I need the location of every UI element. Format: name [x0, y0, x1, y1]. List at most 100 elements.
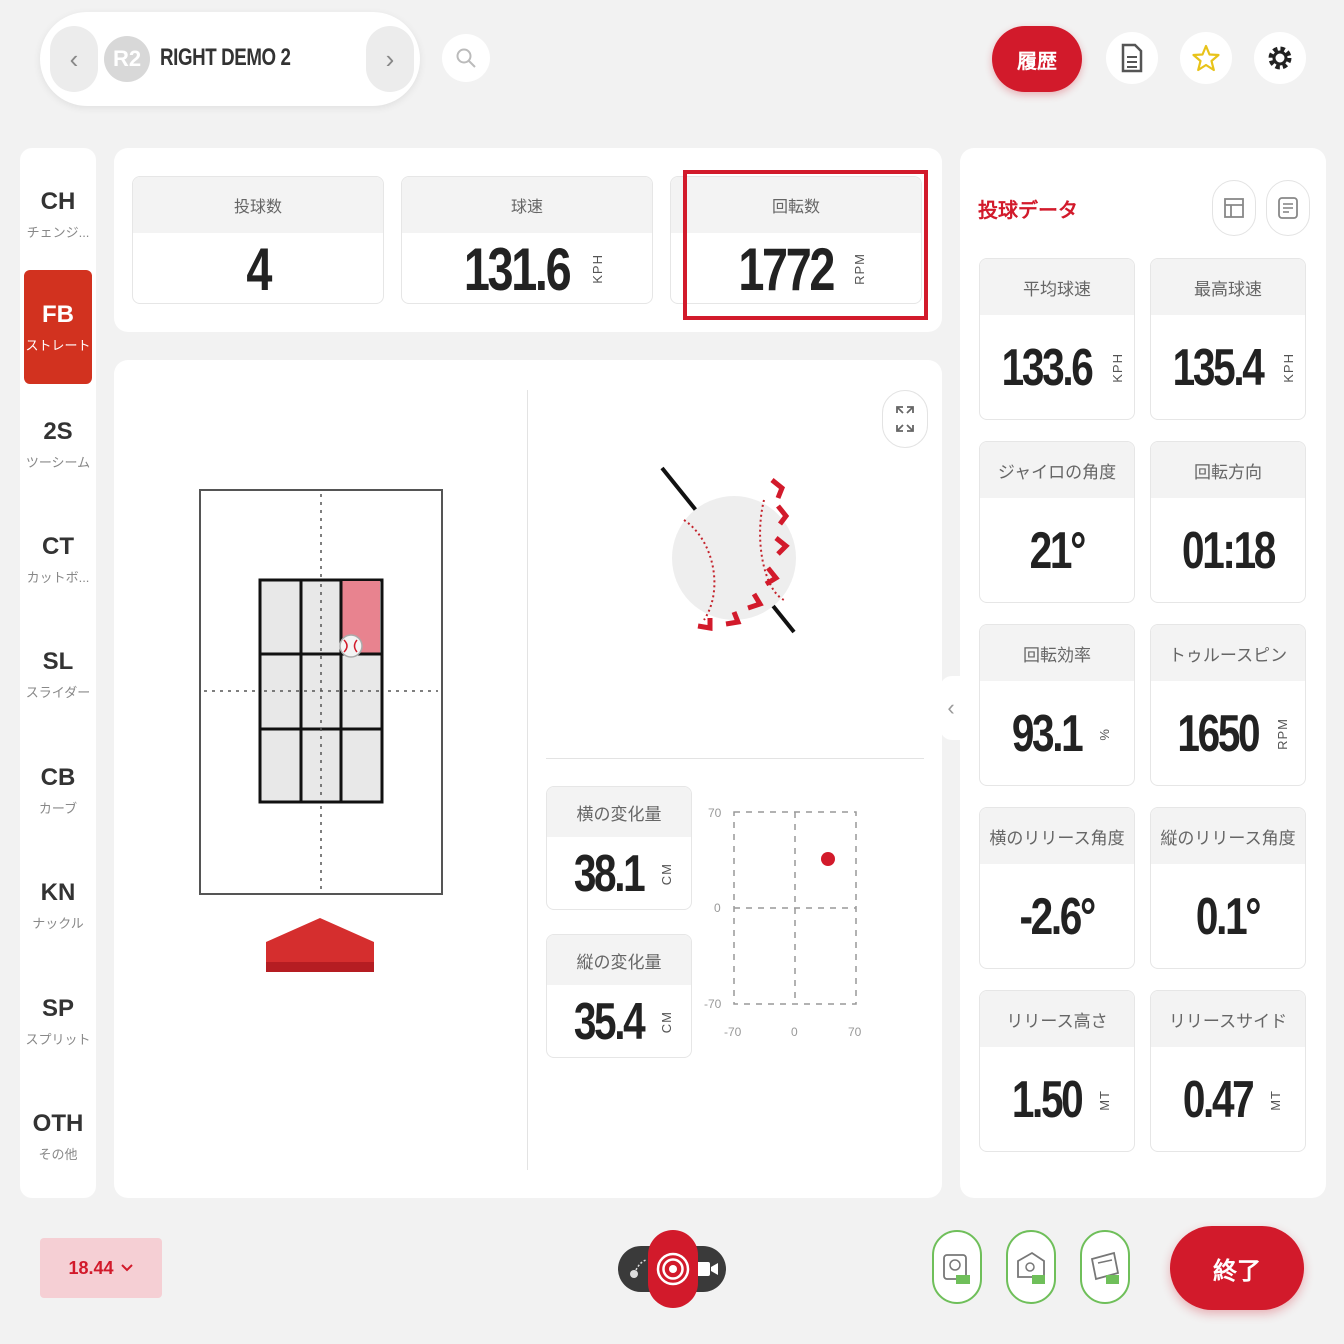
metric-label: 回転効率 — [980, 625, 1134, 681]
panel-divider — [527, 390, 528, 1170]
favorite-button[interactable] — [1180, 32, 1232, 84]
camera-2-status[interactable] — [1006, 1230, 1056, 1304]
metric-value: -2.6° — [1019, 888, 1097, 946]
stat-value: 35.4 — [573, 993, 646, 1051]
home-plate — [266, 918, 374, 972]
camera-device-icon — [1017, 1251, 1045, 1284]
stat-label: 投球数 — [133, 177, 383, 233]
pitch-name: スライダー — [25, 684, 91, 700]
pitch-code: FB — [42, 300, 74, 328]
summary-stats: 投球数 4 球速 131.6 KPH 回転数 1772 RPM — [114, 148, 942, 332]
metric-release-height: リリース高さ 1.50 MT — [979, 990, 1135, 1152]
stat-value: 131.6 — [463, 235, 572, 303]
list-view-button[interactable] — [1266, 180, 1310, 236]
movement-plot: 70 0 -70 -70 0 70 — [704, 806, 862, 1039]
metric-value: 21° — [1029, 522, 1087, 580]
pitch-data-panel: 投球データ 平均球速 133.6 KPH 最高球速 135.4 KPH ジャイロの角度 2… — [960, 148, 1326, 1198]
report-button[interactable] — [1106, 32, 1158, 84]
pitch-type-oth[interactable]: OTH その他 — [24, 1080, 92, 1192]
metric-label: 横のリリース角度 — [980, 808, 1134, 864]
vertical-break-card: 縦の変化量 35.4 CM — [546, 934, 692, 1058]
pitch-name: カットボ... — [26, 569, 90, 585]
chevron-right-icon: › — [385, 43, 395, 74]
camera-device-icon — [943, 1254, 970, 1284]
pitch-type-cb[interactable]: CB カーブ — [24, 734, 92, 846]
pitch-code: 2S — [43, 417, 73, 445]
chevron-down-icon — [120, 1264, 133, 1272]
gear-icon — [1268, 46, 1292, 70]
strike-zone — [199, 489, 443, 895]
metric-value: 1.50 — [1011, 1071, 1084, 1129]
pitch-name: ストレート — [25, 337, 91, 353]
metric-max-velocity: 最高球速 135.4 KPH — [1150, 258, 1306, 420]
pitch-type-sl[interactable]: SL スライダー — [24, 618, 92, 730]
baseball-spin-icon — [660, 466, 796, 634]
horizontal-break-card: 横の変化量 38.1 CM — [546, 786, 692, 910]
pitch-code: SP — [41, 994, 74, 1022]
spin-highlight-frame — [683, 170, 928, 320]
camera-1-status[interactable] — [932, 1230, 982, 1304]
pitch-name: スプリット — [25, 1031, 91, 1047]
pitch-type-kn[interactable]: KN ナックル — [24, 849, 92, 961]
visual-divider — [546, 758, 924, 759]
pitch-type-fb[interactable]: FB ストレート — [24, 270, 92, 384]
video-camera-icon — [696, 1262, 718, 1276]
metric-value: 1650 — [1177, 705, 1260, 763]
pitch-type-2s[interactable]: 2S ツーシーム — [24, 388, 92, 500]
pitch-name: ツーシーム — [25, 454, 91, 470]
layout-icon — [1224, 198, 1244, 218]
settings-button[interactable] — [1254, 32, 1306, 84]
metric-unit: RPM — [1275, 718, 1291, 750]
stat-pitch-count: 投球数 4 — [132, 176, 384, 304]
stat-value: 1772 — [738, 235, 835, 303]
metric-value: 0.1° — [1196, 888, 1262, 946]
pitch-code: CT — [42, 532, 74, 560]
camera-3-status[interactable] — [1080, 1230, 1130, 1304]
panel-title: 投球データ — [978, 200, 1078, 222]
stat-label: 回転数 — [671, 177, 921, 233]
pitch-visual-panel: 横の変化量 38.1 CM 縦の変化量 35.4 CM 70 0 -70 -70 0… — [114, 360, 942, 1198]
metric-avg-velocity: 平均球速 133.6 KPH — [979, 258, 1135, 420]
player-avatar: R2 — [104, 36, 150, 82]
stat-value: 4 — [246, 235, 272, 303]
stat-unit: CM — [659, 862, 675, 886]
metric-label: 回転方向 — [1151, 442, 1305, 498]
target-mode-button[interactable] — [648, 1230, 698, 1308]
chevron-left-icon: ‹ — [947, 695, 955, 720]
metric-unit: MT — [1268, 1089, 1284, 1111]
metric-value: 0.47 — [1182, 1071, 1255, 1129]
layout-toggle-button[interactable] — [1212, 180, 1256, 236]
search-button[interactable] — [442, 34, 490, 82]
pitch-type-ct[interactable]: CT カットボ... — [24, 503, 92, 615]
stat-unit: CM — [659, 1010, 675, 1034]
metric-value: 135.4 — [1172, 339, 1265, 397]
metric-vertical-release-angle: 縦のリリース角度 0.1° — [1150, 807, 1306, 969]
plot-tick-x-mid: 0 — [791, 1025, 798, 1039]
plot-tick-x-right: 70 — [848, 1025, 862, 1039]
target-icon — [656, 1252, 690, 1286]
distance-selector[interactable]: 18.44 — [40, 1238, 162, 1298]
expand-button[interactable] — [882, 390, 928, 448]
metric-horizontal-release-angle: 横のリリース角度 -2.6° — [979, 807, 1135, 969]
pitch-type-ch[interactable]: CH チェンジ... — [24, 158, 92, 270]
next-player-button[interactable]: › — [366, 26, 414, 92]
metric-label: リリースサイド — [1151, 991, 1305, 1047]
metric-value: 133.6 — [1001, 339, 1094, 397]
star-icon — [1192, 44, 1220, 72]
history-button[interactable]: 履歴 — [992, 26, 1082, 92]
distance-value: 18.44 — [68, 1257, 114, 1278]
stat-value: 38.1 — [573, 845, 646, 903]
movement-point — [821, 852, 835, 866]
plot-tick-x-left: -70 — [724, 1025, 742, 1039]
collapse-panel-button[interactable]: ‹ — [940, 676, 962, 740]
pitch-trail-icon — [630, 1259, 647, 1278]
pitch-type-sidebar: CH チェンジ... FB ストレート 2S ツーシーム CT カットボ... SL スラ… — [20, 148, 96, 1198]
pitch-code: OTH — [32, 1109, 84, 1137]
metric-label: ジャイロの角度 — [980, 442, 1134, 498]
pitch-name: その他 — [38, 1146, 78, 1162]
finish-button[interactable]: 終了 — [1170, 1226, 1304, 1310]
plot-tick-y-mid: 0 — [714, 901, 721, 915]
pitch-type-sp[interactable]: SP スプリット — [24, 965, 92, 1077]
player-name[interactable]: RIGHT DEMO 2 — [160, 44, 291, 71]
prev-player-button[interactable]: ‹ — [50, 26, 98, 92]
